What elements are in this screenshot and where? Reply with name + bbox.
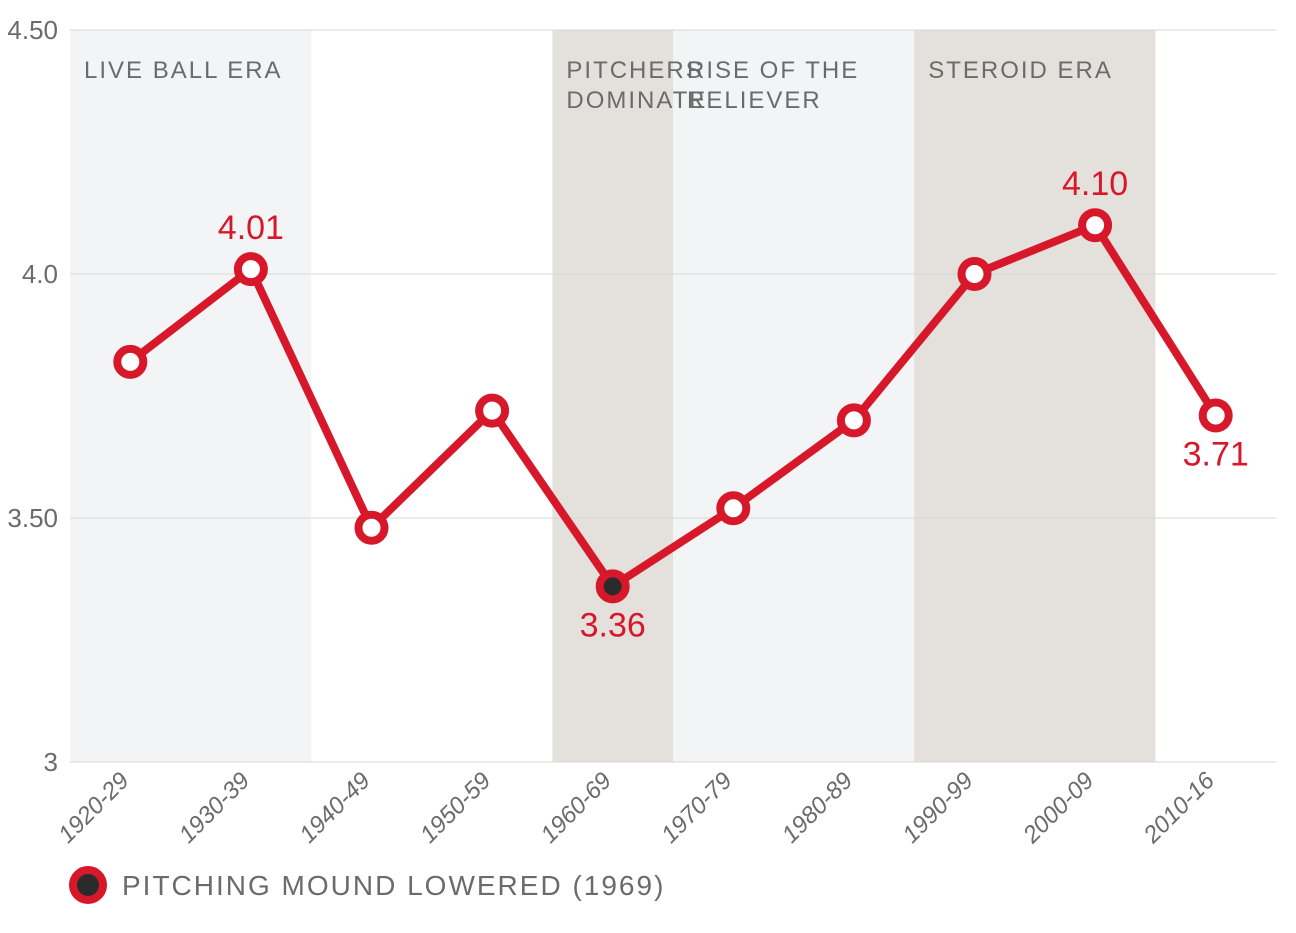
x-axis-tick: 1990-99 [897,767,978,848]
x-axis-tick: 1930-39 [174,767,255,848]
y-axis-tick-label: 4.0 [22,259,58,289]
value-label: 3.36 [580,606,646,644]
era-label: LIVE BALL ERA [84,57,283,84]
series-marker [841,407,867,433]
chart-svg: 33.504.04.50LIVE BALL ERAPITCHERSDOMINAT… [0,0,1296,933]
y-axis-tick-label: 3.50 [7,503,58,533]
y-axis-tick-label: 3 [44,747,58,777]
era-label: PITCHERS [566,57,703,84]
series-marker [479,398,505,424]
x-axis-tick-label: 2000-09 [1017,767,1099,849]
value-label: 3.71 [1183,436,1249,474]
x-axis-tick-label: 1980-89 [777,767,858,848]
series-marker [117,349,143,375]
x-axis-tick: 1940-49 [294,767,375,848]
era-band [914,30,1155,762]
x-axis-tick: 1950-59 [415,767,496,848]
highlight-marker [600,573,626,599]
era-label: RELIEVER [687,87,822,114]
y-axis-tick-label: 4.50 [7,15,58,45]
series-marker [359,515,385,541]
x-axis-tick-label: 2010-16 [1138,767,1221,850]
x-axis-tick: 1970-79 [656,767,737,848]
x-axis-tick: 1960-69 [536,767,617,848]
x-axis-tick: 1980-89 [777,767,858,848]
series-marker [1082,212,1108,238]
legend-marker-icon [73,870,103,900]
era-band [70,30,311,762]
era-label: STEROID ERA [928,57,1113,84]
x-axis-tick-label: 1970-79 [656,767,737,848]
era-band [552,30,673,762]
x-axis-tick: 1920-29 [53,767,134,848]
x-axis-tick: 2000-09 [1017,767,1099,849]
x-axis-tick-label: 1930-39 [174,767,255,848]
x-axis-tick-label: 1920-29 [53,767,134,848]
x-axis-tick-label: 1940-49 [294,767,375,848]
series-marker [962,261,988,287]
x-axis-tick-label: 1950-59 [415,767,496,848]
value-label: 4.10 [1062,165,1128,203]
series-marker [720,495,746,521]
x-axis-tick: 2010-16 [1138,767,1221,850]
series-marker [238,256,264,282]
x-axis-tick-label: 1990-99 [897,767,978,848]
x-axis-tick-label: 1960-69 [536,767,617,848]
series-marker [1203,403,1229,429]
era-label: RISE OF THE [687,57,859,84]
chart-container: 33.504.04.50LIVE BALL ERAPITCHERSDOMINAT… [0,0,1296,933]
value-label: 4.01 [218,209,284,247]
legend-label: PITCHING MOUND LOWERED (1969) [122,870,665,901]
